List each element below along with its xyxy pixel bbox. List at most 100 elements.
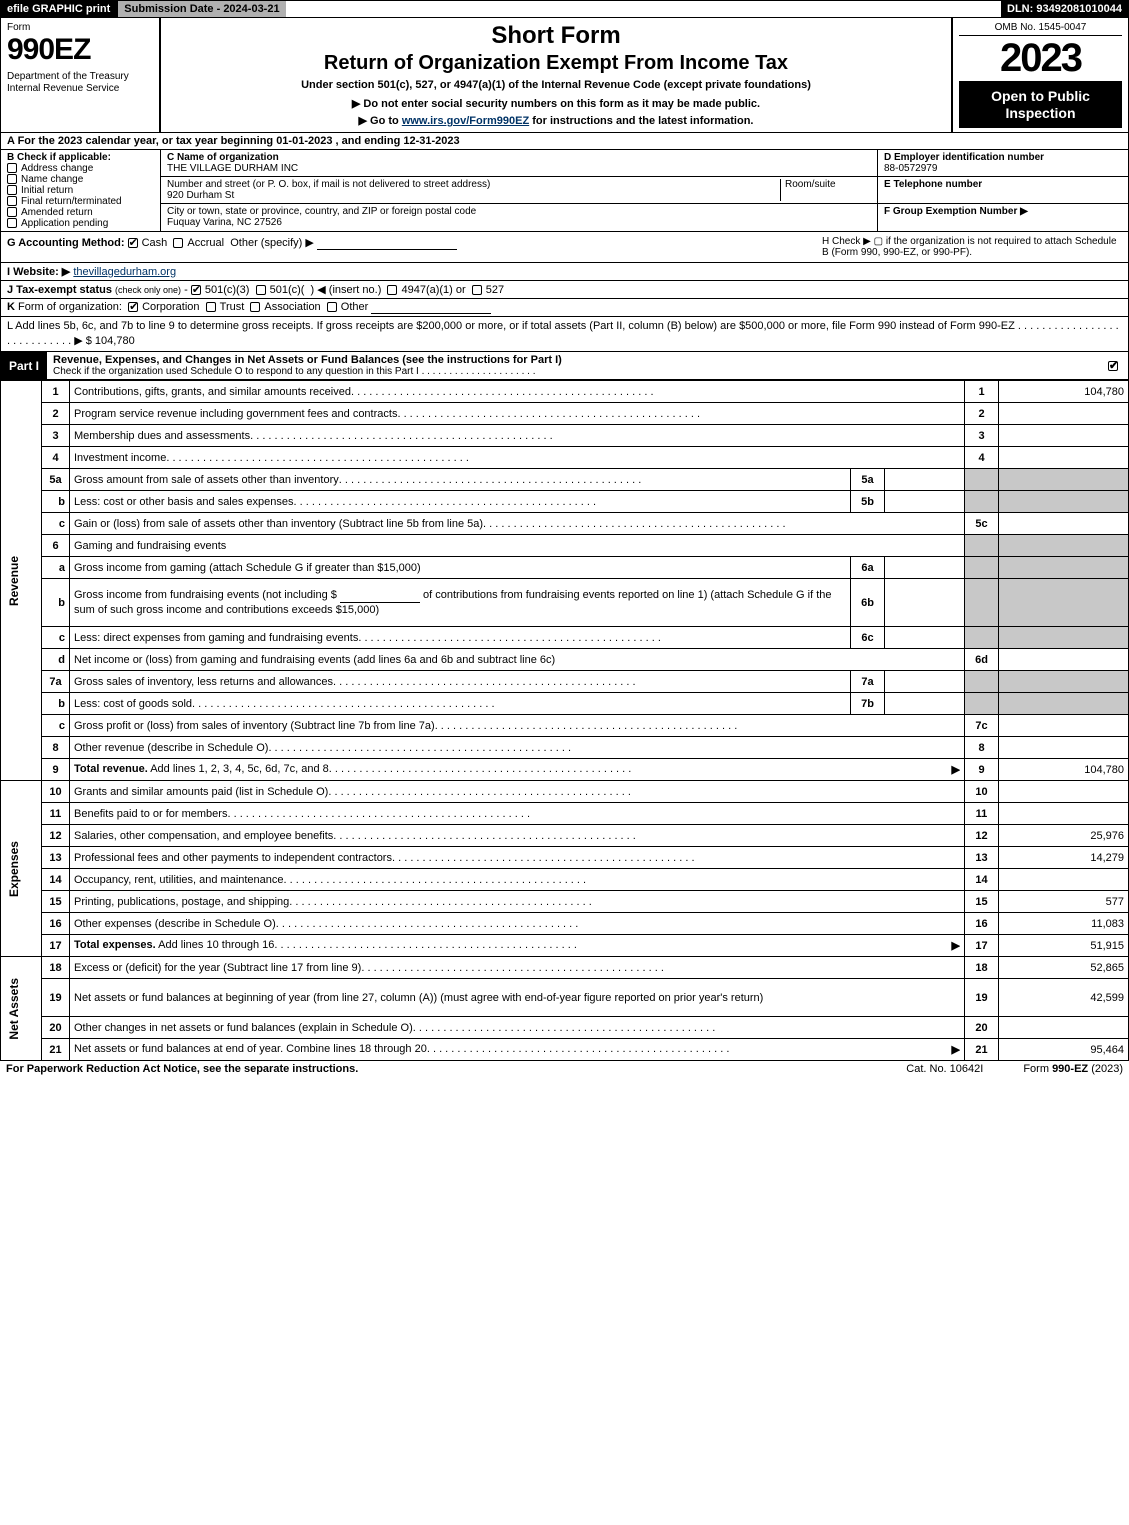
sections-b-through-f: B Check if applicable: Address change Na… — [0, 150, 1129, 232]
checkbox-name-change[interactable]: Name change — [7, 174, 154, 185]
section-e: E Telephone number — [878, 177, 1128, 204]
form-word: Form — [7, 22, 153, 33]
section-k: K Form of organization: Corporation Trus… — [0, 299, 1129, 317]
section-d: D Employer identification number 88-0572… — [878, 150, 1128, 177]
line-17: 17 Total expenses. Add lines 10 through … — [1, 935, 1129, 957]
section-i: I Website: ▶ thevillagedurham.org — [0, 263, 1129, 281]
line-4: 4 Investment income 4 — [1, 447, 1129, 469]
dept-label: Department of the Treasury Internal Reve… — [7, 71, 153, 95]
website-link[interactable]: thevillagedurham.org — [73, 266, 176, 278]
accrual-label: Accrual — [187, 237, 224, 249]
footer: For Paperwork Reduction Act Notice, see … — [0, 1061, 1129, 1077]
efile-label: efile GRAPHIC print — [1, 1, 116, 17]
checkbox-other-org[interactable] — [327, 302, 337, 312]
checkbox-initial-return[interactable]: Initial return — [7, 185, 154, 196]
section-a: A For the 2023 calendar year, or tax yea… — [0, 133, 1129, 150]
group-exemption-label: F Group Exemption Number ▶ — [884, 206, 1122, 217]
checkbox-schedule-o[interactable] — [1108, 361, 1118, 371]
line-7b: b Less: cost of goods sold 7b — [1, 693, 1129, 715]
org-name: THE VILLAGE DURHAM INC — [167, 163, 871, 174]
line-6: 6 Gaming and fundraising events — [1, 535, 1129, 557]
other-label: Other (specify) ▶ — [230, 237, 314, 249]
tax-year: 2023 — [959, 36, 1122, 82]
org-name-label: C Name of organization — [167, 152, 871, 163]
title-block: Short Form Return of Organization Exempt… — [161, 18, 953, 132]
checkbox-cash[interactable] — [128, 238, 138, 248]
line-14: 14 Occupancy, rent, utilities, and maint… — [1, 869, 1129, 891]
checkbox-final-return[interactable]: Final return/terminated — [7, 196, 154, 207]
section-h: H Check ▶ ▢ if the organization is not r… — [822, 236, 1122, 258]
checkbox-4947[interactable] — [387, 285, 397, 295]
addr-label: Number and street (or P. O. box, if mail… — [167, 179, 776, 190]
line-6c: c Less: direct expenses from gaming and … — [1, 627, 1129, 649]
checkbox-application-pending[interactable]: Application pending — [7, 218, 154, 229]
line-11: 11 Benefits paid to or for members 11 — [1, 803, 1129, 825]
form-header: Form 990EZ Department of the Treasury In… — [0, 18, 1129, 133]
checkbox-527[interactable] — [472, 285, 482, 295]
section-j: J Tax-exempt status (check only one) - 5… — [0, 281, 1129, 299]
paperwork-notice: For Paperwork Reduction Act Notice, see … — [6, 1063, 358, 1075]
org-name-row: C Name of organization THE VILLAGE DURHA… — [161, 150, 877, 177]
ein-value: 88-0572979 — [884, 163, 1122, 174]
omb-number: OMB No. 1545-0047 — [959, 22, 1122, 36]
irs-link[interactable]: www.irs.gov/Form990EZ — [402, 115, 529, 127]
lines-table: Revenue 1 Contributions, gifts, grants, … — [0, 380, 1129, 1061]
form-id-block: Form 990EZ Department of the Treasury In… — [1, 18, 161, 132]
room-label: Room/suite — [785, 179, 871, 190]
section-g-h: G Accounting Method: Cash Accrual Other … — [0, 232, 1129, 263]
line-20: 20 Other changes in net assets or fund b… — [1, 1017, 1129, 1039]
checkbox-501c[interactable] — [256, 285, 266, 295]
submission-date: Submission Date - 2024-03-21 — [116, 1, 285, 17]
sections-d-e-f: D Employer identification number 88-0572… — [878, 150, 1128, 231]
line-7c: c Gross profit or (loss) from sales of i… — [1, 715, 1129, 737]
section-f: F Group Exemption Number ▶ — [878, 204, 1128, 230]
line-5a: 5a Gross amount from sale of assets othe… — [1, 469, 1129, 491]
ein-label: D Employer identification number — [884, 152, 1122, 163]
netassets-label: Net Assets — [5, 974, 23, 1044]
part-1-title: Revenue, Expenses, and Changes in Net As… — [47, 352, 1102, 379]
org-addr-row: Number and street (or P. O. box, if mail… — [161, 177, 877, 204]
title-return: Return of Organization Exempt From Incom… — [167, 52, 945, 75]
subtitle: Under section 501(c), 527, or 4947(a)(1)… — [167, 79, 945, 91]
checkbox-assoc[interactable] — [250, 302, 260, 312]
section-b: B Check if applicable: Address change Na… — [1, 150, 161, 231]
accounting-label: G Accounting Method: — [7, 237, 125, 249]
checkbox-trust[interactable] — [206, 302, 216, 312]
checkbox-address-change[interactable]: Address change — [7, 163, 154, 174]
section-b-label: B Check if applicable: — [7, 152, 154, 163]
line-5c: c Gain or (loss) from sale of assets oth… — [1, 513, 1129, 535]
checkbox-corp[interactable] — [128, 302, 138, 312]
line-15: 15 Printing, publications, postage, and … — [1, 891, 1129, 913]
checkbox-amended-return[interactable]: Amended return — [7, 207, 154, 218]
checkbox-501c3[interactable] — [191, 285, 201, 295]
cash-label: Cash — [142, 237, 168, 249]
form-number: 990EZ — [7, 33, 153, 67]
addr-value: 920 Durham St — [167, 190, 776, 201]
note-goto-pre: ▶ Go to — [359, 115, 402, 127]
part-1-tag: Part I — [1, 352, 47, 379]
part-1-subtitle: Check if the organization used Schedule … — [53, 366, 1096, 377]
line-9: 9 Total revenue. Add lines 1, 2, 3, 4, 5… — [1, 759, 1129, 781]
part-1-schedule-o-check — [1102, 352, 1128, 379]
line-2: 2 Program service revenue including gove… — [1, 403, 1129, 425]
expenses-label: Expenses — [5, 837, 23, 901]
org-city-row: City or town, state or province, country… — [161, 204, 877, 230]
line-12: 12 Salaries, other compensation, and emp… — [1, 825, 1129, 847]
line-16: 16 Other expenses (describe in Schedule … — [1, 913, 1129, 935]
section-l: L Add lines 5b, 6c, and 7b to line 9 to … — [0, 317, 1129, 353]
line-7a: 7a Gross sales of inventory, less return… — [1, 671, 1129, 693]
part-1-header: Part I Revenue, Expenses, and Changes in… — [0, 352, 1129, 380]
section-g: G Accounting Method: Cash Accrual Other … — [7, 236, 822, 258]
city-value: Fuquay Varina, NC 27526 — [167, 217, 476, 228]
line-21: 21 Net assets or fund balances at end of… — [1, 1039, 1129, 1061]
note-ssn: ▶ Do not enter social security numbers o… — [167, 97, 945, 110]
line-3: 3 Membership dues and assessments 3 — [1, 425, 1129, 447]
top-bar: efile GRAPHIC print Submission Date - 20… — [0, 0, 1129, 18]
line-1: Revenue 1 Contributions, gifts, grants, … — [1, 381, 1129, 403]
phone-label: E Telephone number — [884, 179, 1122, 190]
checkbox-accrual[interactable] — [173, 238, 183, 248]
line-18: Net Assets 18 Excess or (deficit) for th… — [1, 957, 1129, 979]
section-c: C Name of organization THE VILLAGE DURHA… — [161, 150, 878, 231]
line-19: 19 Net assets or fund balances at beginn… — [1, 979, 1129, 1017]
revenue-label: Revenue — [5, 552, 23, 610]
